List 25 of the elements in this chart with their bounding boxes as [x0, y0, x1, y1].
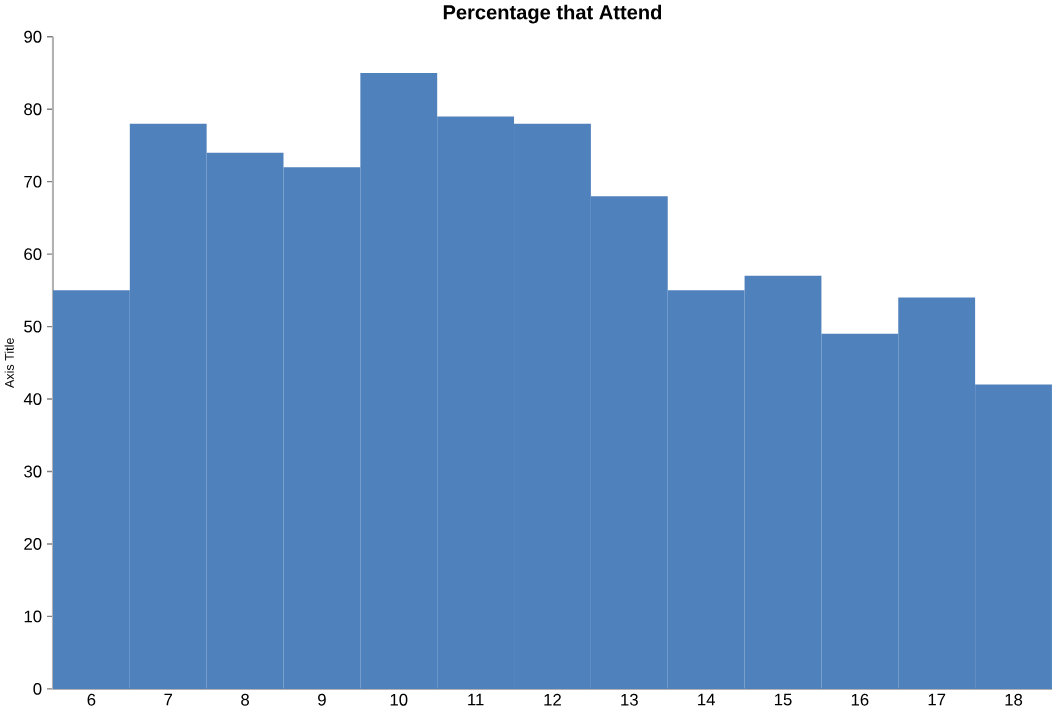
y-tick-label: 90	[24, 30, 42, 43]
y-tick-label: 80	[24, 103, 42, 115]
y-tick-label: 60	[24, 248, 42, 260]
x-tick-label: 15	[774, 693, 792, 706]
x-tick-label: 9	[318, 693, 326, 706]
y-tick-label: 70	[24, 175, 42, 188]
x-tick-label: 11	[468, 693, 484, 706]
x-tick-label: 8	[241, 693, 249, 706]
y-tick-label: 20	[24, 537, 42, 550]
x-tick-label: 12	[544, 693, 561, 706]
y-tick-label: 0	[33, 682, 42, 695]
y-tick-label: 50	[24, 320, 42, 333]
x-tick-label: 14	[698, 693, 715, 706]
x-tick-label: 16	[851, 693, 869, 706]
y-axis-title: Axis Title	[4, 337, 14, 388]
chart-title: Percentage that Attend	[443, 4, 662, 24]
x-tick-label: 17	[928, 693, 946, 706]
y-tick-label: 30	[24, 465, 42, 478]
x-tick-label: 7	[164, 693, 173, 706]
x-tick-label: 10	[390, 693, 408, 706]
y-tick-label: 10	[24, 610, 42, 623]
y-tick-label: 40	[23, 392, 42, 405]
x-tick-label: 6	[87, 693, 96, 706]
x-tick-label: 18	[1005, 693, 1023, 706]
x-tick-label: 13	[621, 693, 638, 706]
